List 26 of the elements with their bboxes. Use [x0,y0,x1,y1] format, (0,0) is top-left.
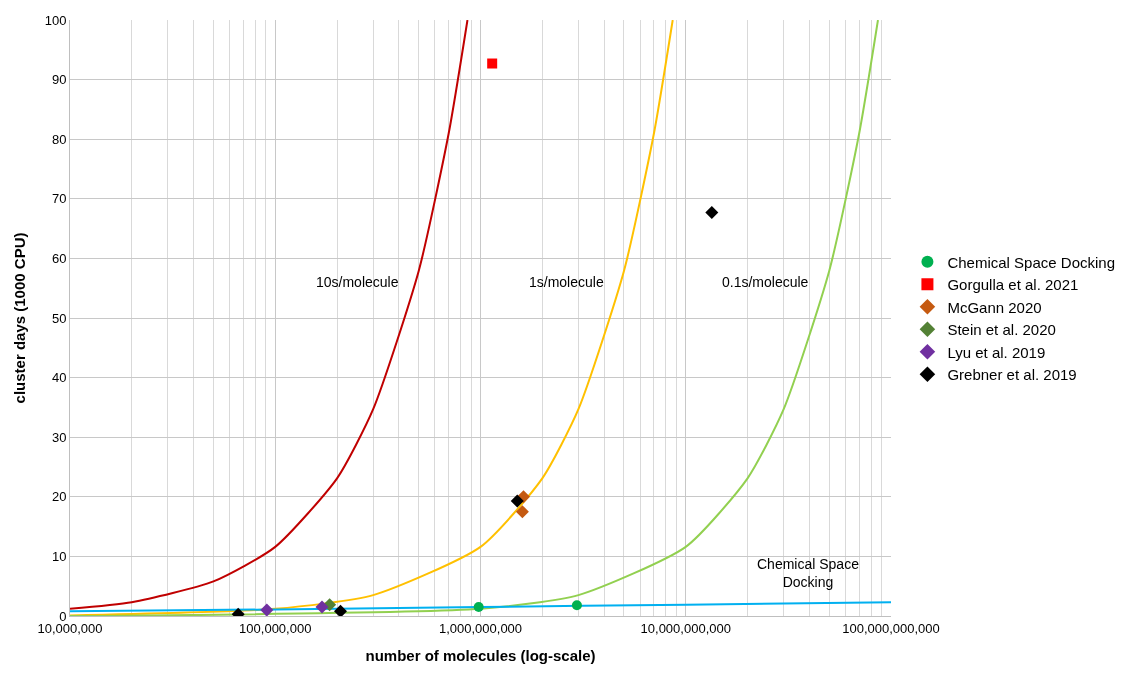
y-tick-label: 60 [51,250,67,266]
legend-label: Grebner et al. 2019 [947,366,1077,384]
y-tick-label: 30 [51,429,67,445]
y-tick-label: 90 [51,72,67,88]
x-tick-label: 100,000,000,000 [842,620,940,636]
y-tick-label: 40 [51,370,67,386]
legend-label: Lyu et al. 2019 [947,343,1046,361]
x-tick-label: 10,000,000,000 [640,620,731,636]
series-label: 1s/molecule [529,274,604,290]
legend-label: McGann 2020 [947,298,1042,316]
legend-label: Gorgulla et al. 2021 [947,276,1079,294]
series-label: 10s/molecule [316,274,399,290]
y-tick-label: 50 [51,310,67,326]
x-axis-title: number of molecules (log-scale) [365,646,596,664]
legend-label: Chemical Space Docking [947,253,1115,271]
y-tick-label: 20 [51,489,67,505]
legend-label: Stein et al. 2020 [947,321,1056,339]
y-tick-label: 80 [51,131,67,147]
y-tick-label: 100 [44,12,67,28]
x-tick-label: 1,000,000,000 [438,620,523,636]
y-tick-label: 10 [51,548,67,564]
series-label: 0.1s/molecule [722,274,809,290]
y-tick-label: 70 [51,191,67,207]
series-label: Chemical Space Docking [757,556,860,591]
x-tick-label: 100,000,000 [239,620,312,636]
y-axis-title: cluster days (1000 CPU) [10,232,28,404]
